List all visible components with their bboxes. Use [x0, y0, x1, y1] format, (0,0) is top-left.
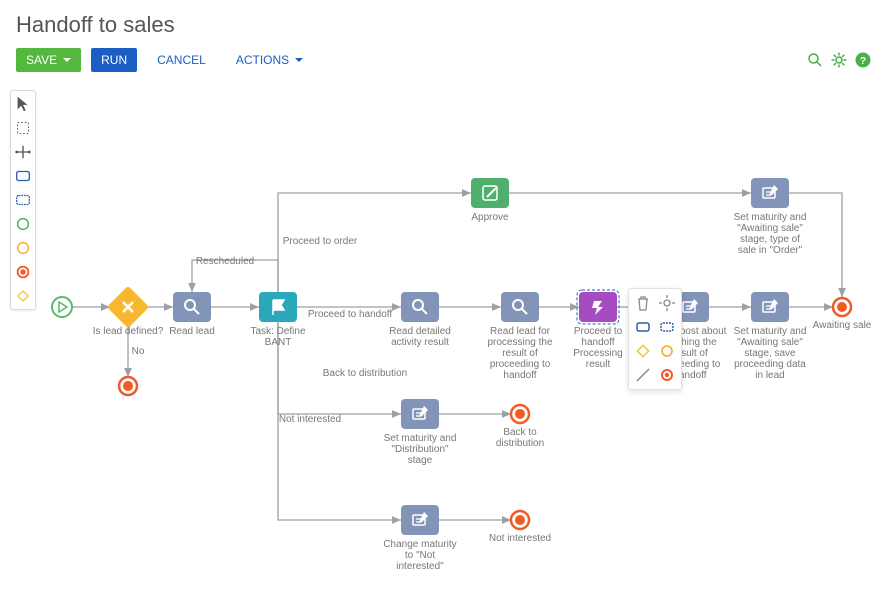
edge-label: Proceed to order — [283, 236, 358, 247]
process-icon[interactable] — [657, 317, 677, 337]
task-read-lead-processing[interactable] — [501, 292, 539, 322]
task-set-maturity-await[interactable] — [751, 292, 789, 322]
node-label: Read lead — [169, 326, 215, 337]
edge-label: Not interested — [279, 414, 341, 425]
task-read-detailed-activity[interactable] — [401, 292, 439, 322]
run-button-label: RUN — [101, 53, 127, 67]
circle-orange-icon[interactable] — [657, 341, 677, 361]
node-label: Set maturity and"Distribution"stage — [384, 433, 457, 466]
node-label: Change maturityto "Notinterested" — [383, 539, 456, 572]
run-button[interactable]: RUN — [91, 48, 137, 72]
search-icon[interactable] — [806, 51, 824, 69]
cancel-button-label: CANCEL — [157, 53, 206, 67]
task-approve[interactable] — [471, 178, 509, 208]
caret-icon — [61, 53, 71, 67]
help-icon[interactable]: ? — [854, 51, 872, 69]
node-label: Set maturity and"Awaiting sale"stage, sa… — [734, 326, 807, 381]
edge-label: No — [132, 346, 145, 357]
gear-icon[interactable] — [657, 293, 677, 313]
node-label: Read lead forprocessing theresult ofproc… — [487, 326, 552, 381]
node-label: Is lead defined? — [93, 326, 164, 337]
task-set-maturity-dist[interactable] — [401, 399, 439, 429]
svg-text:?: ? — [860, 55, 866, 67]
node-label: Task: DefineBANT — [250, 326, 305, 348]
task-proceed-handoff[interactable] — [577, 290, 619, 324]
start[interactable] — [52, 297, 72, 317]
node-label: Not interested — [489, 533, 551, 544]
save-button-label: SAVE — [26, 53, 57, 67]
cancel-button[interactable]: CANCEL — [147, 48, 216, 72]
end-no[interactable] — [119, 377, 137, 395]
edge-label: Proceed to handoff — [308, 309, 393, 320]
edge-label: Rescheduled — [196, 256, 254, 267]
node-label: Proceed tohandoffProcessingresult — [573, 326, 622, 370]
trash-icon[interactable] — [633, 293, 653, 313]
task-define-bant[interactable] — [259, 292, 297, 322]
actions-button[interactable]: ACTIONS — [226, 48, 313, 72]
actions-button-label: ACTIONS — [236, 53, 289, 67]
toolbar: SAVE RUN CANCEL ACTIONS ? — [0, 42, 888, 84]
task-read-lead[interactable] — [173, 292, 211, 322]
end-awaiting-sale[interactable] — [833, 298, 851, 316]
edge-label: Back to distribution — [323, 368, 408, 379]
square-icon[interactable] — [633, 317, 653, 337]
gear-icon[interactable] — [830, 51, 848, 69]
caret-icon — [293, 53, 303, 67]
page-title: Handoff to sales — [16, 12, 872, 38]
gateway-is-lead-defined[interactable] — [107, 286, 149, 328]
node-label: Set maturity and"Awaiting sale"stage, ty… — [734, 212, 807, 256]
node-label: Back todistribution — [496, 427, 544, 449]
task-set-maturity-order[interactable] — [751, 178, 789, 208]
end-not-interested[interactable] — [511, 511, 529, 529]
flow-canvas[interactable]: Proceed to handoff Proceed to order Resche… — [0, 84, 888, 593]
task-change-maturity-ni[interactable] — [401, 505, 439, 535]
end-back-to-dist[interactable] — [511, 405, 529, 423]
circle-red-icon[interactable] — [657, 365, 677, 385]
node-label: Awaiting sale — [813, 320, 872, 331]
context-popup — [628, 288, 682, 390]
node-label: Read detailedactivity result — [389, 326, 451, 348]
diamond-icon[interactable] — [633, 341, 653, 361]
node-label: Approve — [471, 212, 509, 223]
save-button[interactable]: SAVE — [16, 48, 81, 72]
line-icon[interactable] — [633, 365, 653, 385]
